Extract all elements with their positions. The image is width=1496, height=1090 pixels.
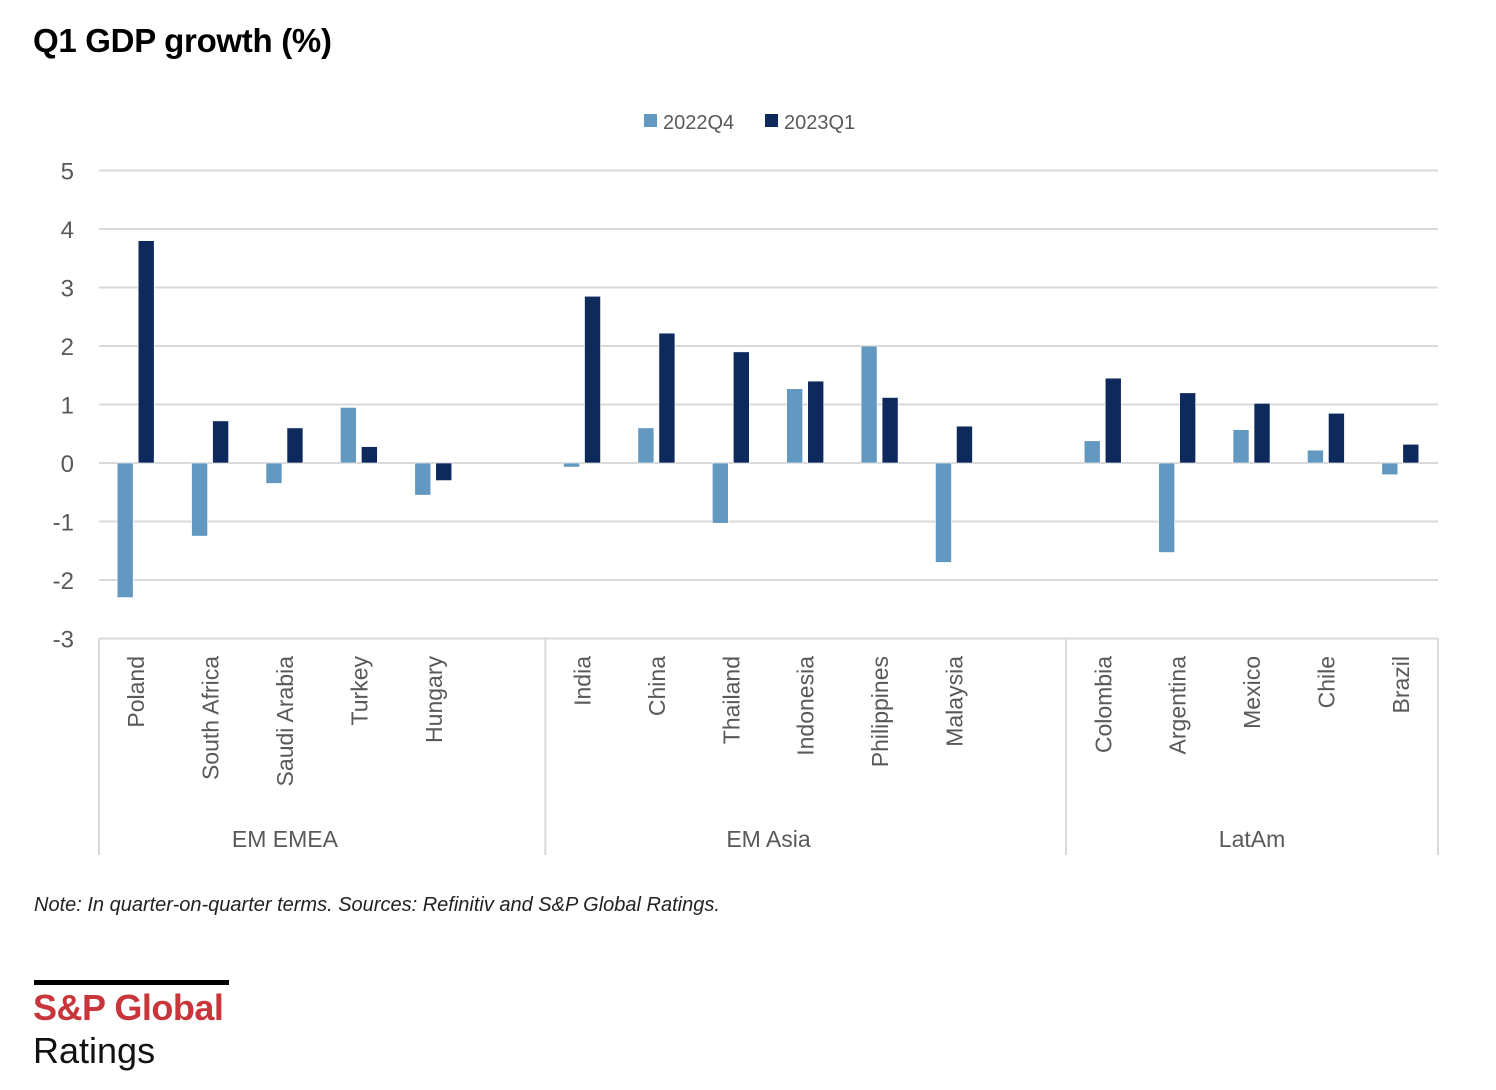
x-category-label: Malaysia xyxy=(941,656,967,747)
y-axis-ticks: 5 4 3 2 1 0 -1 -2 -3 xyxy=(53,159,74,654)
y-tick-label: 2 xyxy=(61,334,74,361)
x-category-label: Philippines xyxy=(867,656,893,767)
bar-2023Q1-india xyxy=(584,295,601,464)
bar-2022Q4-brazil xyxy=(1381,462,1399,475)
bar-2022Q4-china xyxy=(637,427,655,464)
bar-2022Q4-turkey xyxy=(340,407,357,464)
bar-2023Q1-hungary xyxy=(435,462,453,481)
y-tick-label: 5 xyxy=(61,159,74,186)
x-category-label: Turkey xyxy=(346,656,372,726)
y-tick-label: 1 xyxy=(61,393,74,420)
x-category-label: Poland xyxy=(123,656,149,728)
y-tick-label: 4 xyxy=(61,217,74,244)
bar-2022Q4-colombia xyxy=(1083,440,1101,464)
bar-chart: 2022Q4 2023Q1 5 4 3 2 1 0 -1 -2 -3 Poland South A… xyxy=(53,112,1439,855)
bar-2023Q1-south-africa xyxy=(212,420,229,464)
x-category-label: India xyxy=(570,656,596,706)
bar-2022Q4-mexico xyxy=(1232,429,1250,464)
legend-swatch-2023Q1 xyxy=(765,114,778,127)
x-category-label: Argentina xyxy=(1165,656,1191,755)
x-category-label: Thailand xyxy=(718,656,744,744)
legend-label-2022Q4: 2022Q4 xyxy=(663,112,734,134)
y-tick-label: 3 xyxy=(61,276,74,303)
bars xyxy=(116,240,1420,598)
x-category-label: China xyxy=(644,656,670,716)
y-tick-label: -1 xyxy=(53,510,74,537)
bar-2022Q4-india xyxy=(563,462,580,468)
x-category-label: Brazil xyxy=(1388,656,1414,714)
x-category-label: Hungary xyxy=(421,656,447,743)
x-category-label: South Africa xyxy=(198,656,224,780)
bar-2022Q4-philippines xyxy=(860,345,878,464)
chart-title: Q1 GDP growth (%) xyxy=(33,22,332,59)
bar-2023Q1-thailand xyxy=(733,351,750,464)
x-category-label: Saudi Arabia xyxy=(272,656,298,787)
y-tick-label: -3 xyxy=(53,627,74,654)
y-tick-label: -2 xyxy=(53,568,74,595)
bar-2023Q1-colombia xyxy=(1104,377,1122,464)
x-category-label: Indonesia xyxy=(793,656,819,756)
bar-2022Q4-indonesia xyxy=(786,388,803,464)
bar-2022Q4-malaysia xyxy=(935,462,952,563)
bar-2023Q1-saudi-arabia xyxy=(286,427,304,464)
x-axis: Poland South Africa Saudi Arabia Turkey Hung… xyxy=(98,637,1439,855)
x-group-label: EM Asia xyxy=(726,826,811,852)
bar-2023Q1-brazil xyxy=(1402,443,1420,464)
y-tick-label: 0 xyxy=(61,451,74,478)
gridlines xyxy=(99,169,1438,581)
legend-label-2023Q1: 2023Q1 xyxy=(784,112,855,134)
footnote: Note: In quarter-on-quarter terms. Sourc… xyxy=(34,894,720,916)
bar-2023Q1-turkey xyxy=(361,446,378,464)
bar-2023Q1-philippines xyxy=(881,397,899,464)
bar-2023Q1-china xyxy=(658,332,676,464)
logo-rule xyxy=(34,980,229,985)
x-category-label: Mexico xyxy=(1239,656,1265,729)
x-category-label: Colombia xyxy=(1090,656,1116,753)
bar-2022Q4-south-africa xyxy=(191,462,208,537)
bar-2023Q1-argentina xyxy=(1179,392,1196,464)
bar-2023Q1-chile xyxy=(1328,412,1345,464)
logo-brand: S&P Global xyxy=(33,987,224,1028)
x-group-label: EM EMEA xyxy=(232,826,339,852)
bar-2022Q4-argentina xyxy=(1158,462,1175,553)
bar-2023Q1-malaysia xyxy=(956,425,973,464)
bar-2022Q4-saudi-arabia xyxy=(265,462,283,484)
bar-2023Q1-indonesia xyxy=(807,380,824,464)
legend: 2022Q4 2023Q1 xyxy=(644,112,855,134)
x-category-label: Chile xyxy=(1313,656,1339,708)
bar-2022Q4-thailand xyxy=(712,462,729,524)
logo-subtitle: Ratings xyxy=(33,1030,156,1071)
legend-swatch-2022Q4 xyxy=(644,114,657,127)
bar-2022Q4-hungary xyxy=(414,462,432,496)
bar-2023Q1-mexico xyxy=(1253,403,1271,464)
bar-2022Q4-poland xyxy=(116,462,134,598)
bar-2023Q1-poland xyxy=(137,240,155,464)
bar-2022Q4-chile xyxy=(1307,449,1324,464)
x-group-label: LatAm xyxy=(1219,826,1285,852)
